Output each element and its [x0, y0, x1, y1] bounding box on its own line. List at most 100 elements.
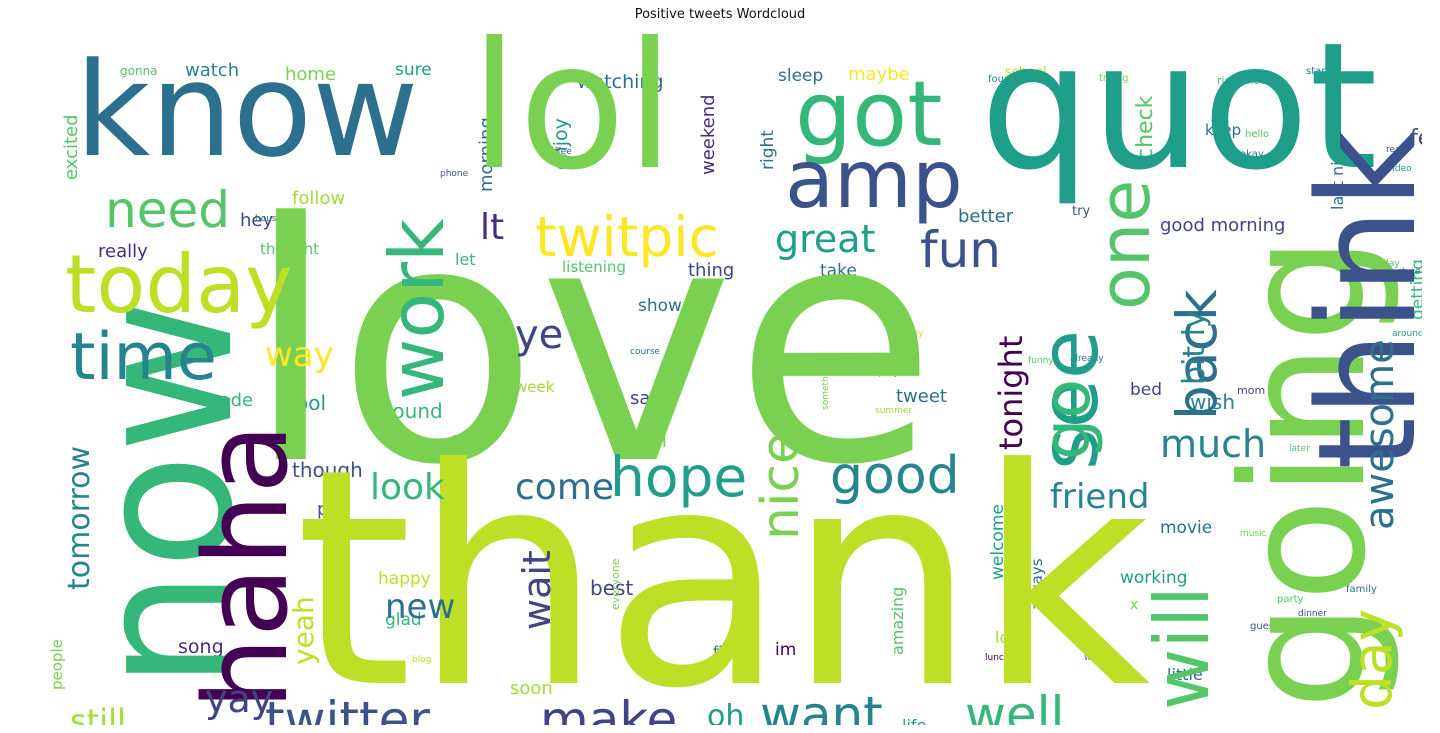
word-right-now: right now	[1217, 74, 1270, 87]
word-guess: guess	[1250, 621, 1280, 632]
word-quot: quot	[980, 30, 1378, 209]
word-still: still	[70, 702, 126, 725]
word-start: start	[1306, 66, 1330, 77]
word-home: home	[285, 64, 337, 85]
wordcloud-canvas: watch gonna home sure watching sleep maybe scho…	[30, 30, 1422, 725]
word-later: later	[1289, 444, 1310, 454]
word-though: though	[292, 458, 363, 482]
word-music: music	[1240, 529, 1267, 539]
word-make: make	[540, 691, 678, 725]
word-go: go	[1030, 378, 1105, 460]
word-look: look	[370, 467, 445, 508]
word-read: read	[1386, 145, 1407, 155]
word-hey: hey	[240, 210, 274, 231]
word-show: show	[638, 296, 682, 316]
word-hello: hello	[1245, 129, 1270, 140]
word-sure: sure	[395, 60, 432, 80]
word-ok: ok	[450, 429, 472, 450]
word-work: work	[373, 218, 461, 401]
word-house: house	[255, 214, 283, 224]
word-video: video	[1387, 164, 1412, 174]
word-tomorrow: tomorrow	[62, 445, 97, 590]
word-lt: lt	[480, 207, 505, 248]
word-friend: friend	[1050, 477, 1150, 517]
word-dinner: dinner	[1298, 609, 1327, 619]
word-summer: summer	[875, 406, 913, 416]
word-say: say	[630, 388, 662, 409]
word-much: much	[1160, 422, 1267, 466]
word-listening: listening	[562, 258, 626, 276]
word-watch: watch	[185, 60, 240, 81]
word-picture: picture	[1389, 267, 1421, 277]
word-guy: guy	[635, 518, 667, 538]
word-want: want	[760, 686, 883, 725]
word-time: time	[70, 320, 217, 395]
word-okay: okay	[1240, 149, 1264, 160]
word-better: better	[958, 206, 1014, 227]
word-sound: sound	[382, 399, 443, 423]
word-try: try	[1072, 204, 1091, 219]
word-follow: follow	[292, 188, 346, 209]
word-wait: wait	[515, 550, 559, 630]
word-course: course	[630, 347, 661, 357]
word-found: found	[988, 74, 1017, 85]
word-keep: keep	[1205, 121, 1242, 139]
word-yay: yay	[205, 677, 274, 721]
word-ye: ye	[515, 312, 564, 358]
word-need: need	[105, 181, 230, 239]
word-x: x	[1130, 597, 1139, 613]
word-nice: nice	[751, 432, 811, 540]
word-oh: oh	[707, 699, 745, 726]
word-maybe: maybe	[848, 64, 910, 85]
word-little: little	[1167, 665, 1203, 684]
word-hope: hope	[610, 445, 748, 509]
word-already: already	[1070, 354, 1104, 364]
word-family: family	[1346, 584, 1377, 595]
word-take: take	[820, 261, 857, 281]
word-way: way	[265, 335, 334, 375]
word-feel: feel	[1410, 126, 1422, 151]
word-life: life	[902, 718, 926, 726]
word-mom: mom	[1237, 384, 1266, 397]
word-day: day	[1340, 608, 1404, 710]
word-working: working	[1120, 568, 1188, 588]
word-cool: cool	[285, 391, 327, 415]
word-girl: girl	[635, 428, 668, 452]
word-bed: bed	[1130, 380, 1163, 400]
word-lol: lol	[470, 30, 675, 209]
chart-title: Positive tweets Wordcloud	[634, 7, 806, 22]
word-trying: trying	[1099, 73, 1129, 84]
word-yeah: yeah	[287, 596, 320, 665]
word-amp: amp	[785, 133, 963, 226]
word-gonna: gonna	[120, 64, 158, 78]
word-coffee: coffee	[544, 147, 572, 157]
word-tweet: tweet	[896, 386, 947, 407]
word-ready: ready	[898, 329, 924, 339]
word-awesome: awesome	[1357, 339, 1403, 530]
word-best: best	[590, 576, 634, 600]
word-today: today	[65, 238, 293, 331]
word-thank: thank	[295, 405, 1151, 726]
word-one: one	[1084, 179, 1166, 310]
word-got: got	[795, 62, 943, 167]
word-bit-ly: bit ly	[1177, 310, 1212, 385]
word-song: song	[178, 636, 224, 658]
word-phone: phone	[440, 169, 469, 179]
word-love: love	[245, 153, 937, 537]
word-funny: funny	[1028, 356, 1054, 366]
word-made: made	[202, 390, 254, 411]
word-happy: happy	[378, 569, 431, 589]
word-new: new	[385, 587, 456, 627]
word-week: week	[515, 378, 555, 396]
word-tonight: tonight	[992, 335, 1030, 450]
word-know: know	[75, 34, 419, 186]
word-come: come	[515, 467, 615, 508]
word-twitpic: twitpic	[535, 205, 719, 269]
word-world: world	[1084, 653, 1109, 663]
word-well: well	[965, 686, 1065, 725]
word-first: first	[713, 643, 743, 661]
word-blog: blog	[412, 655, 432, 665]
word-great: great	[775, 217, 876, 261]
word-school: school	[1005, 65, 1047, 80]
word-play: play	[878, 367, 900, 378]
